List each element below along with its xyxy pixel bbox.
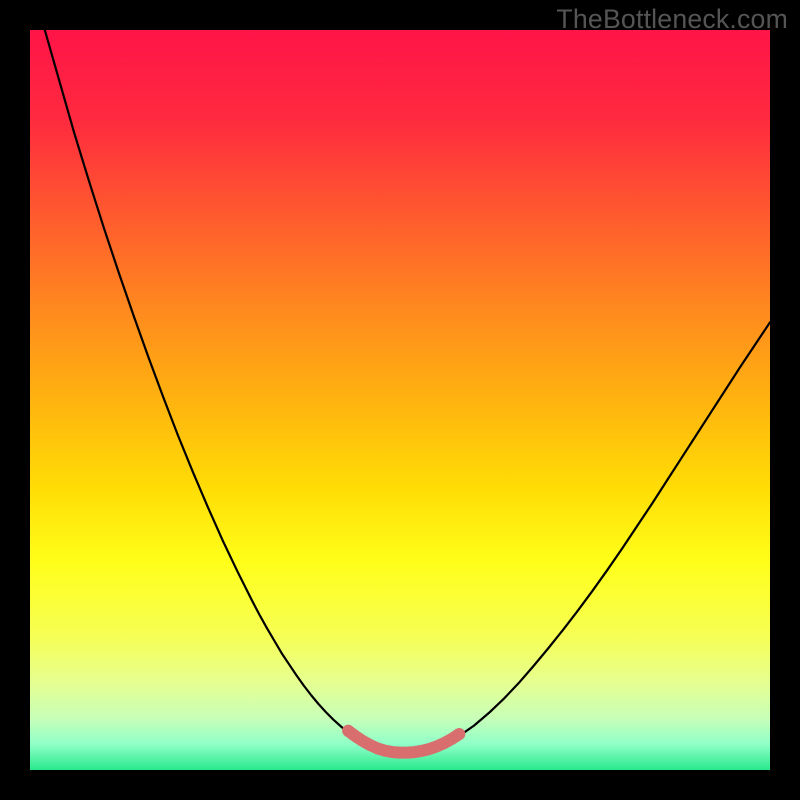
watermark-label: TheBottleneck.com (556, 4, 788, 35)
bottleneck-curve-chart (0, 0, 800, 800)
marker-dot-left (342, 725, 354, 737)
marker-dot-right (453, 728, 465, 740)
chart-container: TheBottleneck.com (0, 0, 800, 800)
